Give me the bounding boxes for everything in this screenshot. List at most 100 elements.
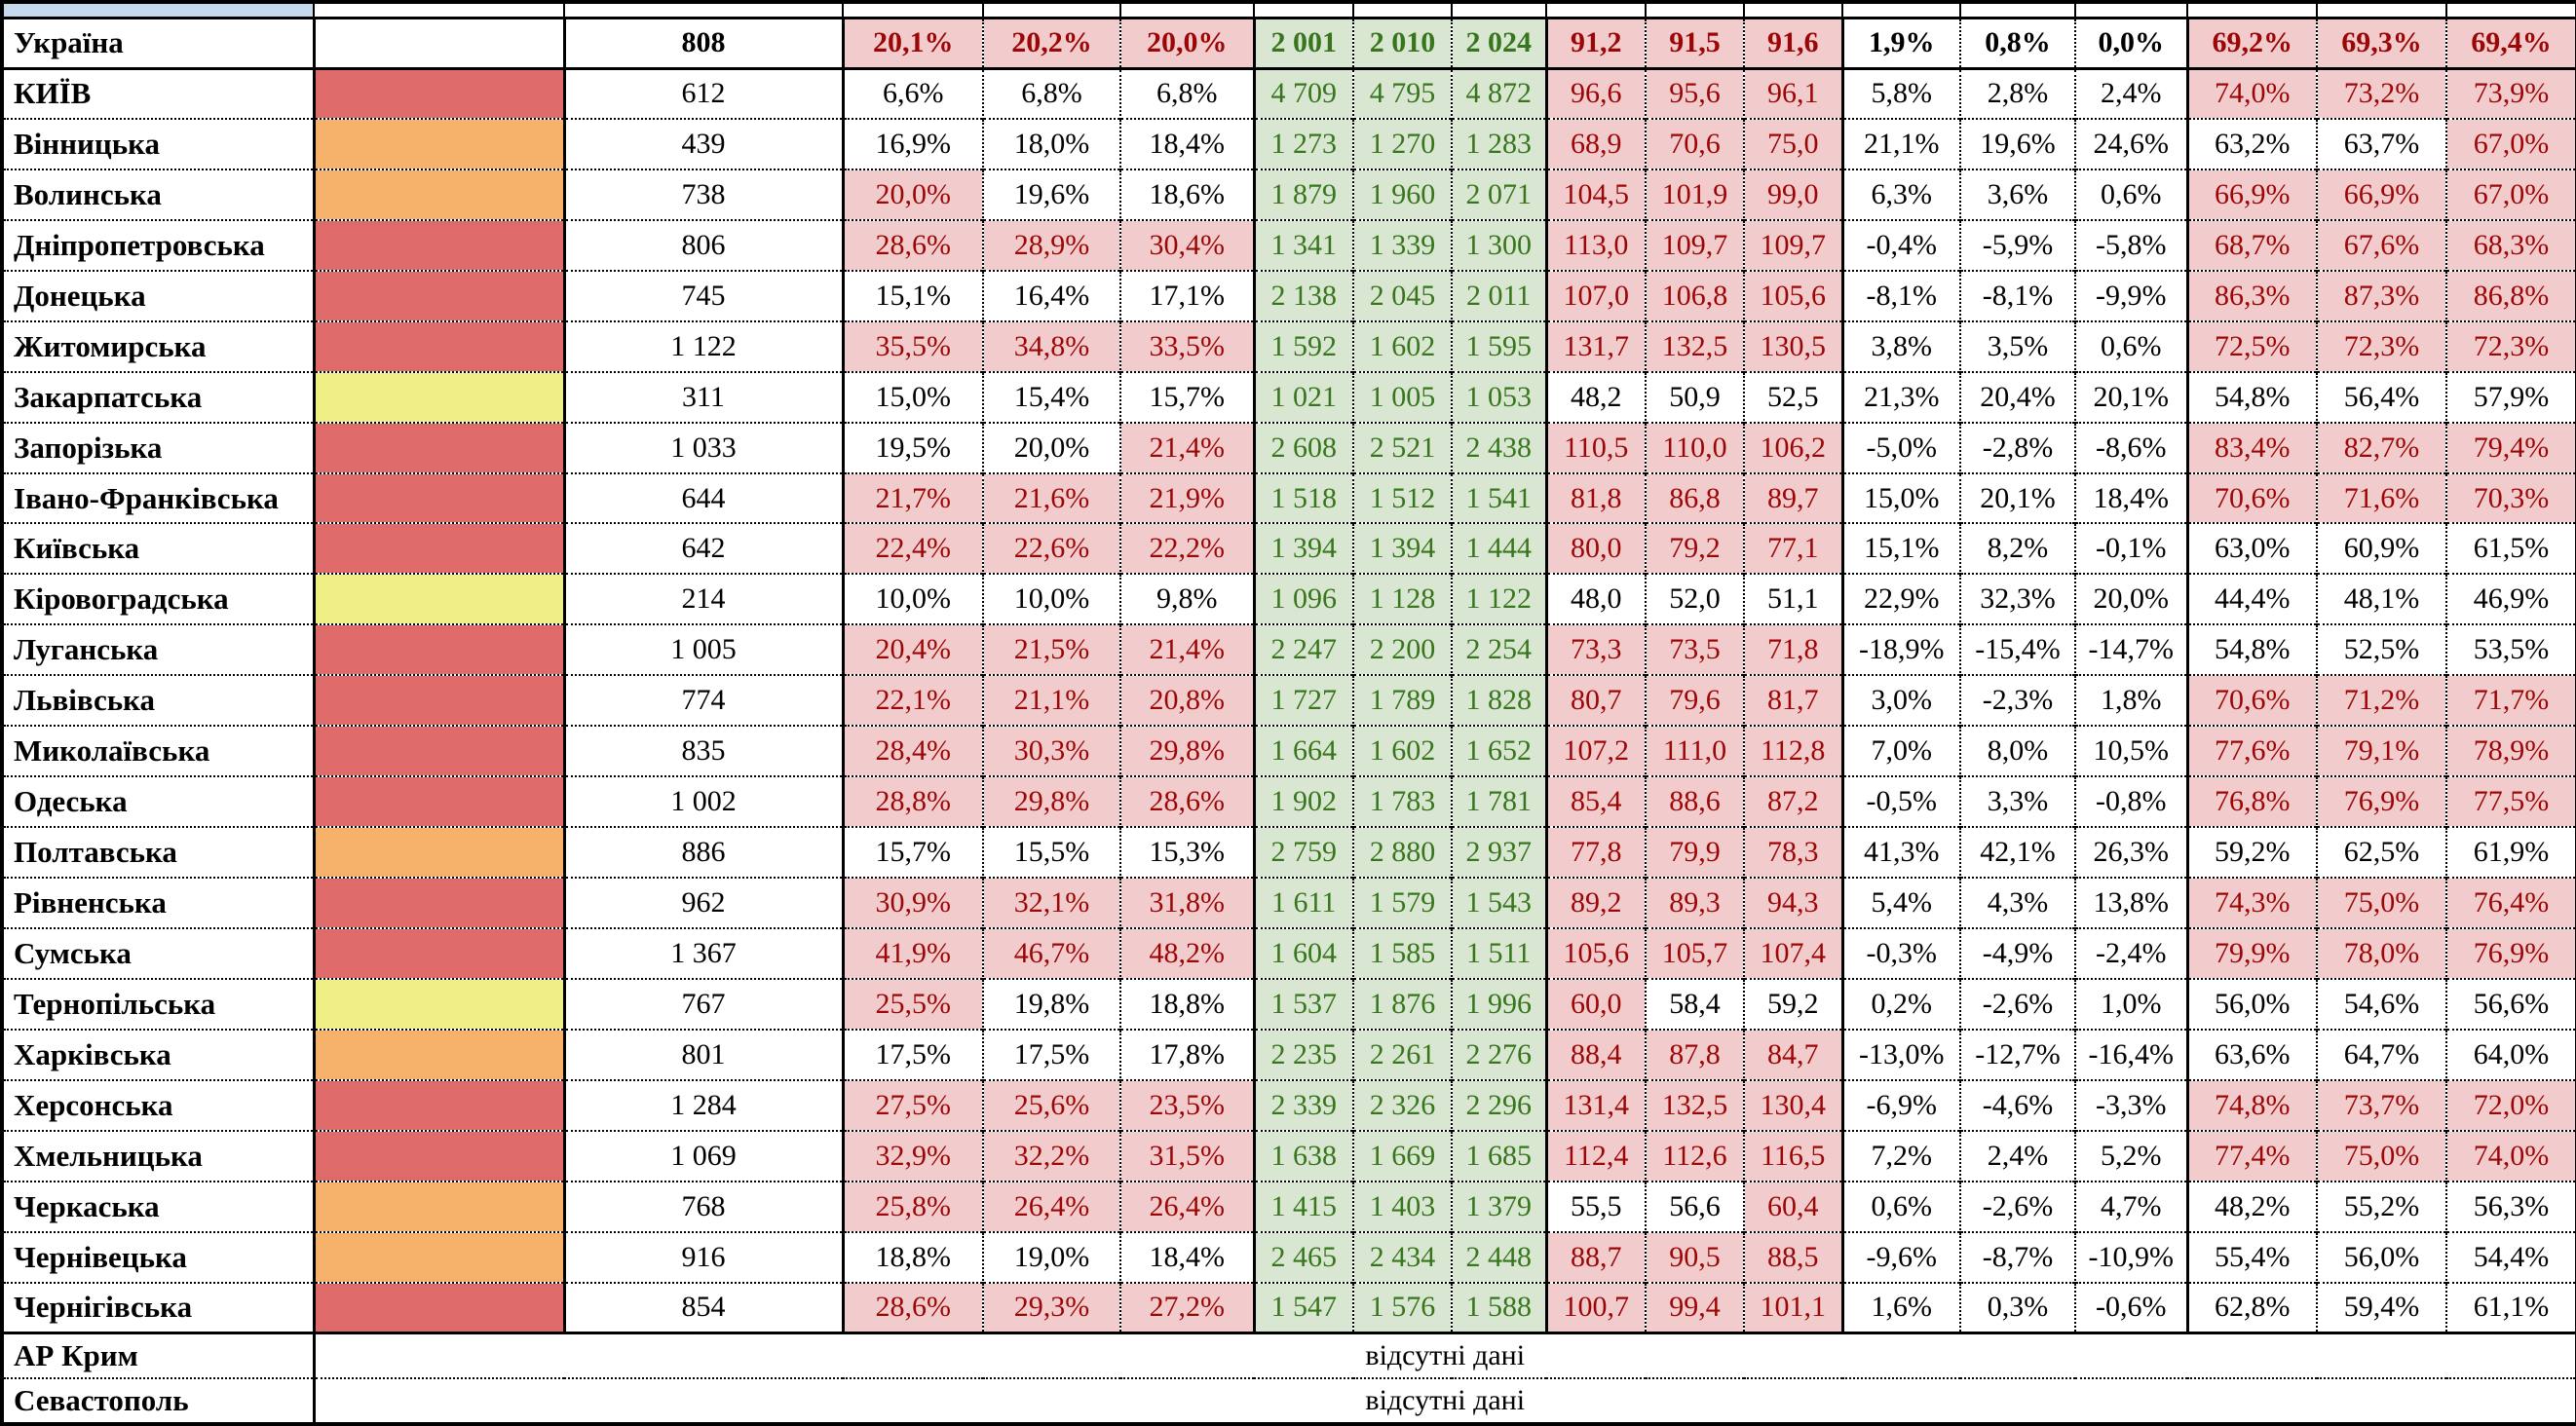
value-cell: 130,5 <box>1743 319 1842 372</box>
value-cell: 74,0% <box>2445 1129 2576 1182</box>
value-cell: 131,4 <box>1544 1078 1646 1131</box>
value-cell: 1 902 <box>1252 775 1353 828</box>
value-cell: 56,0% <box>2185 977 2317 1030</box>
value-cell: 73,5 <box>1645 623 1744 676</box>
value-cell: 78,9% <box>2445 725 2576 777</box>
count-cell: 745 <box>562 269 843 321</box>
value-cell: 5,4% <box>1840 877 1960 928</box>
value-cell: -0,3% <box>1840 926 1960 979</box>
value-cell: 0,8% <box>1959 16 2075 69</box>
value-cell: 53,5% <box>2445 623 2576 676</box>
region-row: Одеська 1 002 28,8% 29,8% 28,6% 1 902 1 783 1 7… <box>2 775 2576 828</box>
value-cell: 21,9% <box>1119 471 1254 524</box>
value-cell: 2 261 <box>1352 1028 1452 1080</box>
value-cell: -15,4% <box>1959 623 2075 676</box>
value-cell: -5,0% <box>1840 421 1960 473</box>
value-cell: 79,9 <box>1645 826 1744 879</box>
value-cell: 20,0% <box>982 421 1120 473</box>
value-cell: 2 045 <box>1352 269 1452 321</box>
value-cell: -2,6% <box>1959 1180 2075 1232</box>
color-swatch-cell <box>312 623 564 676</box>
value-cell: -2,6% <box>1959 977 2075 1030</box>
value-cell: 50,9 <box>1645 370 1744 423</box>
value-cell: 1 512 <box>1352 471 1452 524</box>
value-cell: 2 759 <box>1252 826 1353 879</box>
value-cell: 68,9 <box>1544 117 1646 169</box>
value-cell: 70,6 <box>1645 117 1744 169</box>
value-cell: 21,7% <box>841 471 983 524</box>
value-cell: 56,4% <box>2316 370 2446 423</box>
value-cell: 61,9% <box>2445 826 2576 879</box>
region-row: Чернігівська 854 28,6% 29,3% 27,2% 1 547 1 576… <box>2 1281 2576 1333</box>
region-name-cell: Рівненська <box>2 877 314 928</box>
region-name-cell: Харківська <box>2 1028 314 1080</box>
value-cell: 1 403 <box>1352 1180 1452 1232</box>
value-cell: -2,4% <box>2074 926 2187 979</box>
value-cell: 79,6 <box>1645 674 1744 727</box>
region-row: Чернівецька 916 18,8% 19,0% 18,4% 2 465 2 434 2… <box>2 1230 2576 1283</box>
region-name-cell: Одеська <box>2 775 314 828</box>
value-cell: 1 996 <box>1451 977 1546 1030</box>
value-cell: 21,4% <box>1119 421 1254 473</box>
value-cell: 78,0% <box>2316 926 2446 979</box>
value-cell: 48,2% <box>2185 1180 2317 1232</box>
header-sliver-cell <box>1451 2 1546 19</box>
value-cell: 1 444 <box>1451 522 1546 575</box>
value-cell: -14,7% <box>2074 623 2187 676</box>
value-cell: 56,0% <box>2316 1230 2446 1283</box>
value-cell: 46,9% <box>2445 573 2576 625</box>
value-cell: 19,8% <box>982 977 1120 1030</box>
count-cell: 1 367 <box>562 926 843 979</box>
count-cell: 767 <box>562 977 843 1030</box>
value-cell: 1 122 <box>1451 573 1546 625</box>
value-cell: 15,5% <box>982 826 1120 879</box>
value-cell: 1 876 <box>1352 977 1452 1030</box>
value-cell: 58,4 <box>1645 977 1744 1030</box>
region-name-cell: Черкаська <box>2 1180 314 1232</box>
count-cell: 854 <box>562 1281 843 1333</box>
value-cell: 2 448 <box>1451 1230 1546 1283</box>
value-cell: 82,7% <box>2316 421 2446 473</box>
value-cell: 48,0 <box>1544 573 1646 625</box>
value-cell: 75,0% <box>2316 1129 2446 1182</box>
value-cell: 1 300 <box>1451 218 1546 271</box>
value-cell: -16,4% <box>2074 1028 2187 1080</box>
value-cell: 90,5 <box>1645 1230 1744 1283</box>
color-swatch-cell <box>312 775 564 828</box>
value-cell: 26,4% <box>982 1180 1120 1232</box>
count-cell: 768 <box>562 1180 843 1232</box>
value-cell: 1 415 <box>1252 1180 1353 1232</box>
color-swatch-cell <box>312 471 564 524</box>
value-cell: 29,8% <box>1119 725 1254 777</box>
value-cell: 110,5 <box>1544 421 1646 473</box>
value-cell: 130,4 <box>1743 1078 1842 1131</box>
value-cell: 132,5 <box>1645 1078 1744 1131</box>
value-cell: -0,5% <box>1840 775 1960 828</box>
region-name-cell: Миколаївська <box>2 725 314 777</box>
value-cell: 68,3% <box>2445 218 2576 271</box>
value-cell: 2 296 <box>1451 1078 1546 1131</box>
value-cell: 15,7% <box>1119 370 1254 423</box>
value-cell: 101,9 <box>1645 168 1744 220</box>
value-cell: 54,8% <box>2185 623 2317 676</box>
value-cell: 76,8% <box>2185 775 2317 828</box>
header-sliver-cell <box>2186 2 2317 19</box>
value-cell: 88,6 <box>1645 775 1744 828</box>
value-cell: 63,6% <box>2185 1028 2317 1080</box>
value-cell: 79,9% <box>2185 926 2317 979</box>
value-cell: 6,8% <box>1119 66 1254 119</box>
value-cell: -0,8% <box>2074 775 2187 828</box>
value-cell: 10,0% <box>841 573 983 625</box>
region-name-cell: Дніпропетровська <box>2 218 314 271</box>
header-sliver-cell <box>1253 2 1353 19</box>
value-cell: 17,1% <box>1119 269 1254 321</box>
value-cell: 0,6% <box>2074 168 2187 220</box>
value-cell: 28,6% <box>1119 775 1254 828</box>
value-cell: 113,0 <box>1544 218 1646 271</box>
value-cell: 76,9% <box>2316 775 2446 828</box>
value-cell: 1 960 <box>1352 168 1452 220</box>
value-cell: 1 727 <box>1252 674 1353 727</box>
value-cell: 48,2% <box>1119 926 1254 979</box>
value-cell: 96,6 <box>1544 66 1646 119</box>
value-cell: 81,7 <box>1743 674 1842 727</box>
